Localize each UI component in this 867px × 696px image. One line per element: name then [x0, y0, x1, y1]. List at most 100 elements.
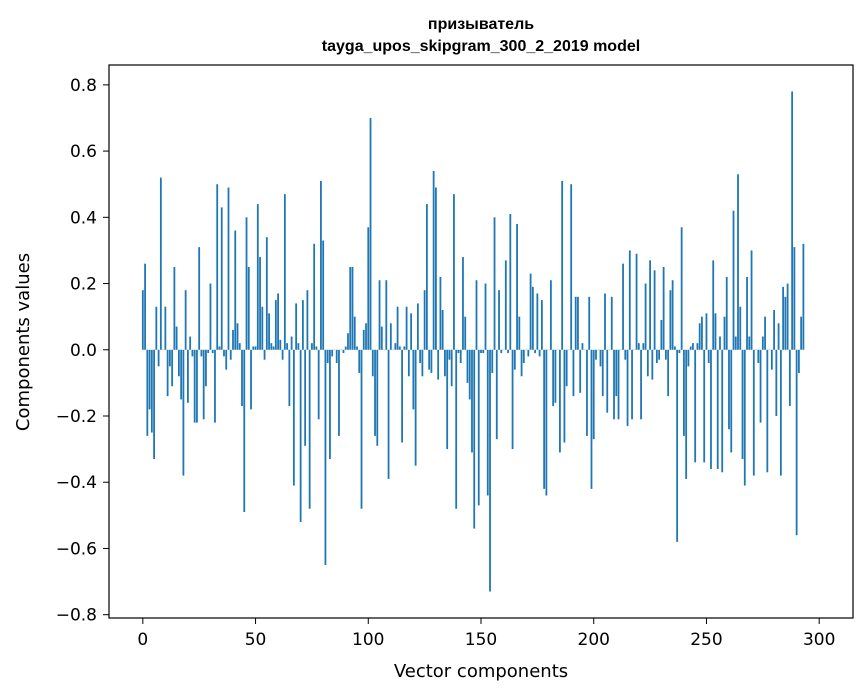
bar-232: [664, 349, 667, 360]
bar-201: [595, 349, 597, 360]
bar-284: [782, 286, 785, 350]
bar-279: [770, 349, 773, 370]
bar-182: [552, 349, 555, 407]
bar-193: [577, 296, 579, 350]
bar-156: [493, 217, 496, 350]
bar-44: [241, 349, 243, 407]
bar-11: [166, 349, 169, 397]
bar-248: [701, 316, 703, 350]
y-tick-label: −0.8: [56, 606, 97, 626]
bar-226: [651, 349, 654, 380]
bar-275: [761, 336, 764, 350]
bar-40: [232, 329, 234, 350]
y-tick-label: −0.4: [56, 473, 97, 493]
bar-273: [757, 349, 760, 364]
bar-116: [403, 346, 406, 350]
bar-128: [430, 349, 433, 373]
bar-229: [658, 349, 661, 360]
bar-72: [304, 349, 307, 446]
bar-146: [471, 349, 473, 453]
bar-269: [748, 336, 751, 350]
bar-99: [365, 323, 367, 350]
bar-179: [545, 349, 548, 496]
bar-200: [592, 349, 595, 440]
bar-52: [259, 257, 261, 350]
bar-114: [398, 346, 401, 350]
bar-43: [238, 343, 241, 350]
bar-173: [531, 286, 534, 350]
bar-141: [459, 349, 462, 364]
bar-286: [786, 283, 789, 350]
bar-127: [428, 349, 431, 370]
bar-175: [536, 293, 539, 350]
bar-151: [482, 349, 485, 354]
bar-219: [635, 253, 638, 350]
bar-292: [800, 316, 803, 350]
bar-162: [507, 349, 509, 354]
bar-289: [793, 247, 796, 350]
bar-191: [572, 349, 575, 397]
bar-104: [376, 349, 379, 446]
bar-32: [214, 349, 216, 423]
bar-261: [730, 349, 733, 453]
y-tick-label: −0.6: [56, 539, 97, 559]
bar-238: [678, 349, 681, 354]
bar-1: [144, 263, 146, 350]
bar-176: [538, 349, 541, 357]
bar-152: [484, 283, 487, 350]
bar-10: [164, 306, 167, 350]
bar-129: [432, 170, 435, 350]
bar-25: [198, 247, 201, 350]
bar-36: [223, 349, 225, 357]
bar-138: [453, 194, 455, 350]
bar-144: [466, 349, 469, 383]
bar-259: [725, 276, 728, 350]
bar-205: [604, 293, 606, 350]
bar-150: [480, 349, 482, 354]
bar-50: [254, 346, 257, 350]
bar-158: [498, 290, 500, 350]
bar-90: [344, 346, 347, 350]
bar-77: [315, 346, 318, 350]
y-axis-label: Components values: [13, 253, 34, 431]
bar-3: [148, 349, 151, 410]
bar-155: [491, 349, 494, 373]
bar-234: [669, 290, 672, 350]
bar-253: [712, 260, 715, 350]
bar-30: [209, 283, 212, 350]
bar-154: [489, 349, 491, 592]
bar-35: [220, 207, 223, 350]
bar-76: [313, 243, 316, 350]
bar-166: [516, 223, 518, 350]
bar-37: [225, 349, 228, 370]
bar-147: [473, 349, 476, 529]
bar-239: [680, 227, 683, 350]
x-tick-label: 0: [137, 630, 148, 650]
bar-62: [281, 349, 284, 360]
bar-106: [380, 326, 383, 350]
bar-257: [721, 349, 724, 473]
bar-66: [290, 336, 293, 350]
y-tick-label: 0.8: [70, 76, 97, 96]
y-axis-ticks: −0.8 −0.6 −0.4 −0.2 0.0 0.2 0.4 0.6 0.8: [56, 76, 109, 626]
bar-109: [387, 349, 390, 479]
bar-177: [540, 300, 543, 350]
x-tick-label: 200: [578, 630, 610, 650]
bar-290: [795, 349, 798, 536]
bar-260: [728, 349, 730, 430]
bar-223: [644, 283, 647, 350]
bar-59: [274, 300, 277, 350]
bar-24: [196, 349, 198, 423]
bar-163: [509, 214, 512, 350]
bar-164: [511, 349, 514, 450]
bar-133: [441, 310, 444, 350]
bar-75: [311, 343, 313, 350]
bar-105: [378, 280, 381, 350]
bar-7: [157, 349, 160, 367]
bar-251: [707, 349, 710, 364]
bar-115: [401, 349, 403, 443]
bar-267: [743, 349, 746, 486]
bar-235: [671, 280, 674, 350]
bar-103: [374, 349, 376, 436]
